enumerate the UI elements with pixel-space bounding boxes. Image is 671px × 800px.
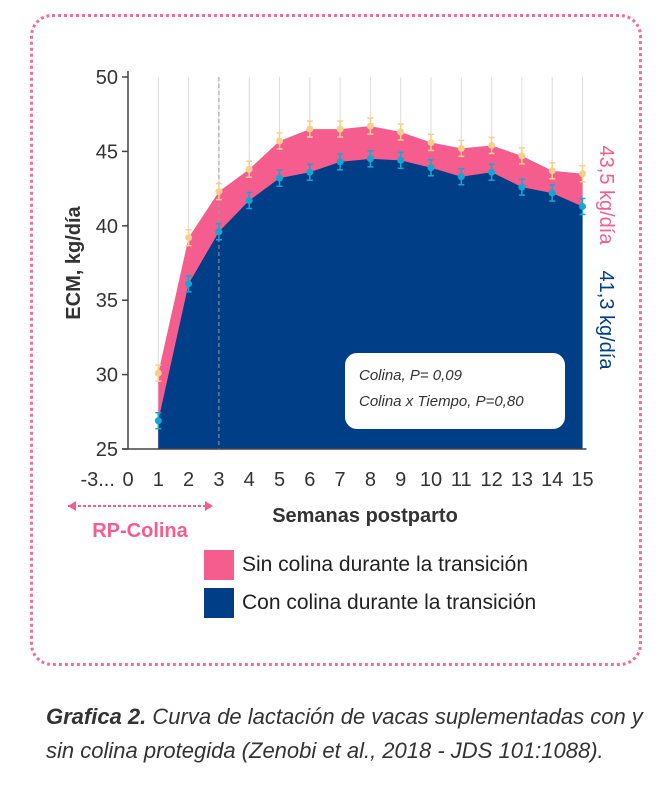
x-tick-label: 13 [511,469,533,491]
y-tick-label: 50 [96,67,118,89]
y-tick-label: 35 [96,290,118,312]
x-tick-label: 11 [451,469,472,491]
x-tick-label: 10 [420,469,442,491]
data-point [488,168,496,176]
data-point [518,152,526,160]
x-tick-label: -3... [80,469,114,491]
data-point [548,167,556,175]
data-point [397,156,405,164]
data-point [518,183,526,191]
x-tick-label: 7 [335,469,346,491]
x-tick-label: 8 [365,469,376,491]
caption-text: Curva de lactación de vacas suplementada… [46,704,643,763]
end-label-con-colina: 41,3 kg/día [595,271,617,371]
data-point [488,141,496,149]
data-point [579,202,586,210]
legend-label-sin-colina: Sin colina durante la transición [242,553,529,576]
data-point [154,369,162,377]
y-tick-label: 45 [96,141,118,163]
data-point [306,125,314,133]
x-tick-label: 0 [122,469,133,491]
chart-frame [30,14,642,666]
range-arrow-left [68,501,76,511]
x-tick-label: 1 [153,469,164,491]
legend: Sin colina durante la transición Con col… [204,548,536,624]
data-point [215,188,223,196]
y-tick-label: 40 [96,216,118,238]
data-point [215,228,223,236]
x-tick-label: 6 [304,469,315,491]
data-point [579,170,586,178]
x-tick-label: 3 [213,469,224,491]
caption-label: Grafica 2. [46,704,147,729]
legend-label-con-colina: Con colina durante la transición [242,591,537,614]
data-point [427,164,435,172]
legend-swatch-sin-colina [204,550,234,580]
y-tick-label: 25 [96,439,118,461]
legend-item-sin-colina: Sin colina durante la transición [204,548,536,582]
range-arrow-right [205,501,213,511]
data-point [276,174,283,182]
data-point [366,155,374,163]
x-axis-title: Semanas postparto [272,505,458,527]
data-point [185,234,193,242]
data-point [154,417,162,425]
data-point [185,280,193,288]
y-axis-title: ECM, kg/día [63,205,85,319]
x-tick-label: 12 [480,469,502,491]
statistics-box: Colina, P= 0,09 Colina x Tiempo, P=0,80 [345,353,565,429]
data-point [245,165,253,173]
x-tick-label: 15 [571,469,593,491]
x-tick-label: 14 [541,469,563,491]
x-tick-label: 9 [395,469,406,491]
data-point [276,137,283,145]
end-label-sin-colina: 43,5 kg/día [595,146,617,246]
range-label: RP-Colina [92,520,188,542]
stat-colina: Colina, P= 0,09 [359,367,462,384]
data-point [336,158,344,166]
y-tick-label: 30 [96,365,118,387]
data-point [245,197,253,205]
data-point [306,168,314,176]
data-point [336,125,344,133]
data-point [548,189,556,197]
x-tick-label: 5 [274,469,285,491]
x-tick-label: 2 [183,469,194,491]
data-point [366,122,374,130]
data-point [397,128,405,136]
data-point [457,173,465,181]
figure-caption: Grafica 2. Curva de lactación de vacas s… [46,700,646,768]
legend-swatch-con-colina [204,588,234,618]
data-point [457,144,465,152]
stat-colina-tiempo: Colina x Tiempo, P=0,80 [359,393,524,410]
legend-item-con-colina: Con colina durante la transición [204,586,536,620]
data-point [427,138,435,146]
x-tick-label: 4 [244,469,255,491]
